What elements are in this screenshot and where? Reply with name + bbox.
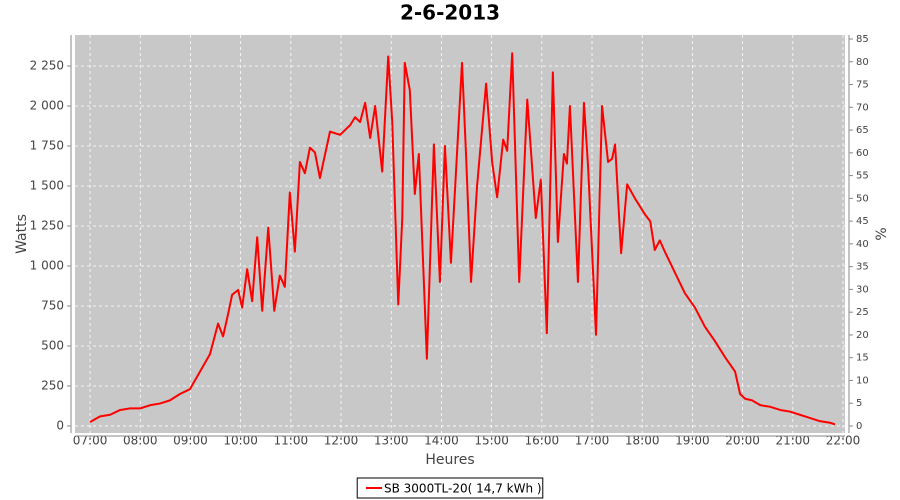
y-tick-label: 1 750 [30, 139, 64, 153]
x-tick-label: 07:00 [73, 434, 108, 448]
legend-box [356, 477, 544, 499]
y2-tick-label: 75 [856, 80, 869, 91]
y2-tick-label: 20 [856, 330, 869, 341]
x-tick-label: 21:00 [775, 434, 810, 448]
y2-tick-label: 0 [856, 421, 862, 432]
y2-axis-title: % [874, 227, 890, 240]
x-tick-label: 19:00 [675, 434, 710, 448]
y2-tick-label: 45 [856, 216, 869, 227]
x-tick-label: 11:00 [274, 434, 309, 448]
x-tick-label: 17:00 [575, 434, 610, 448]
y-axis-title: Watts [14, 214, 30, 254]
y2-tick-label: 40 [856, 239, 869, 250]
y-tick-label: 2 250 [30, 59, 64, 73]
y2-tick-label: 80 [856, 57, 869, 68]
y2-tick-label: 85 [856, 34, 869, 45]
x-tick-label: 12:00 [324, 434, 359, 448]
y2-tick-label: 50 [856, 193, 869, 204]
y-tick-label: 750 [41, 298, 64, 312]
y-tick-label: 250 [41, 378, 64, 392]
legend-label: SB 3000TL-20( 14,7 kWh ) [384, 482, 542, 496]
y-tick-label: 1 500 [30, 179, 64, 193]
y-tick-label: 1 250 [30, 219, 64, 233]
y-tick-label: 0 [56, 418, 64, 432]
x-tick-label: 20:00 [725, 434, 760, 448]
x-tick-label: 18:00 [625, 434, 660, 448]
x-tick-label: 16:00 [525, 434, 560, 448]
series-line [89, 52, 836, 426]
y2-tick-label: 10 [856, 375, 869, 386]
y2-tick-label: 70 [856, 102, 869, 113]
y2-tick-label: 15 [856, 353, 869, 364]
x-tick-label: 22:00 [826, 434, 861, 448]
y2-tick-label: 25 [856, 307, 869, 318]
y-tick-label: 500 [41, 338, 64, 352]
x-tick-label: 15:00 [474, 434, 509, 448]
x-tick-label: 08:00 [123, 434, 158, 448]
x-axis-title: Heures [425, 452, 474, 468]
y2-tick-label: 30 [856, 284, 869, 295]
x-tick-label: 14:00 [424, 434, 459, 448]
y-tick-label: 2 000 [30, 99, 64, 113]
y2-tick-label: 5 [856, 398, 862, 409]
y2-tick-label: 35 [856, 262, 869, 273]
y2-tick-label: 65 [856, 125, 869, 136]
chart-title: 2-6-2013 [400, 1, 500, 25]
x-tick-label: 10:00 [223, 434, 258, 448]
y2-tick-label: 60 [856, 148, 869, 159]
x-tick-label: 13:00 [374, 434, 409, 448]
y-tick-label: 1 000 [30, 258, 64, 272]
y2-tick-label: 55 [856, 171, 869, 182]
x-tick-label: 09:00 [173, 434, 208, 448]
